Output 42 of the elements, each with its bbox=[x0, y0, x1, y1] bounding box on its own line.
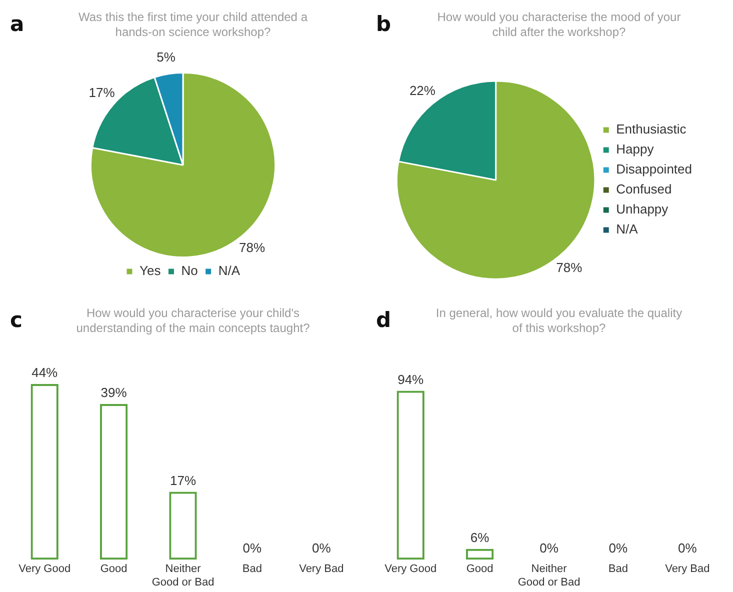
data-label: 17% bbox=[170, 472, 196, 488]
data-label: 0% bbox=[312, 540, 332, 556]
data-label: 39% bbox=[100, 385, 128, 400]
legend-label: Enthusiastic bbox=[616, 122, 687, 137]
x-tick-label: Very Good bbox=[384, 563, 437, 576]
data-label: 17% bbox=[88, 84, 116, 100]
data-label: 22% bbox=[409, 82, 436, 98]
data-label: 0% bbox=[242, 540, 262, 556]
text: a bbox=[10, 12, 24, 36]
x-tick-label: Bad bbox=[242, 563, 262, 576]
data-label: 0% bbox=[540, 540, 559, 556]
chart-title: How would you characterise the mood of your child after the workshop? bbox=[436, 10, 682, 40]
text: b bbox=[376, 12, 392, 36]
text: d bbox=[376, 308, 392, 332]
data-label: 94% bbox=[398, 372, 424, 387]
data-label: 0% bbox=[678, 540, 698, 556]
x-tick-label: Bad bbox=[608, 563, 628, 576]
text: c bbox=[10, 308, 22, 332]
data-label: 5% bbox=[156, 50, 176, 65]
x-tick-label: Very Good bbox=[18, 563, 71, 576]
legend-label: Confused bbox=[616, 182, 672, 197]
legend-label: Unhappy bbox=[616, 202, 669, 217]
chart-title: In general, how would you evaluate the quality of this workshop? bbox=[434, 306, 684, 336]
x-tick-label: Very Bad bbox=[299, 563, 344, 576]
chart-title: How would you characterise your child's understanding of the main concepts taught? bbox=[75, 306, 311, 336]
chart-title: Was this the first time your child attended a hands-on science workshop? bbox=[78, 10, 308, 40]
legend-label: Happy bbox=[616, 142, 654, 157]
legend-label: Disappointed bbox=[616, 162, 692, 177]
x-tick-label: Very Bad bbox=[665, 563, 710, 576]
x-tick-label: Neither Good or Bad bbox=[518, 563, 580, 588]
data-label: 78% bbox=[556, 260, 583, 276]
data-label: 44% bbox=[32, 365, 58, 380]
legend-label: N/A bbox=[218, 263, 240, 278]
data-label: 0% bbox=[608, 540, 628, 556]
x-tick-label: Neither Good or Bad bbox=[152, 563, 214, 588]
legend-label: N/A bbox=[616, 222, 638, 237]
legend-label: No bbox=[181, 263, 198, 278]
x-tick-label: Good bbox=[100, 563, 128, 576]
data-label: 6% bbox=[470, 530, 490, 545]
data-label: 78% bbox=[238, 240, 266, 255]
x-tick-label: Good bbox=[466, 563, 494, 576]
legend-label: Yes bbox=[140, 263, 162, 278]
